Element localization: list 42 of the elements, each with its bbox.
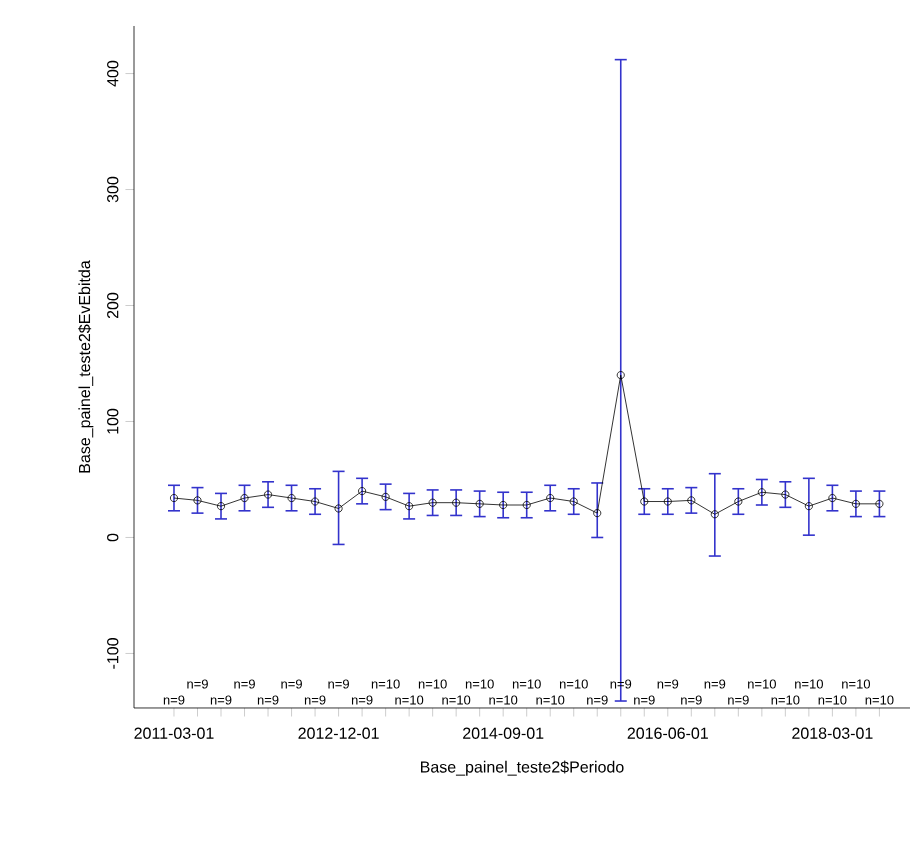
point <box>640 497 649 506</box>
point <box>616 371 625 380</box>
point <box>475 499 484 508</box>
point <box>264 490 273 499</box>
y-tick-label: -100 <box>107 638 119 669</box>
y-axis-title: Base_painel_teste2$EvEbitda <box>78 260 94 473</box>
y-tick-label: 400 <box>107 60 119 87</box>
point <box>499 501 508 509</box>
x-tick-label: 2012-12-01 <box>298 727 379 739</box>
x-axis-title: Base_painel_teste2$Periodo <box>421 760 624 776</box>
point <box>828 494 837 503</box>
x-tick-label: 2011-03-01 <box>134 727 214 739</box>
point <box>358 487 367 496</box>
point <box>193 496 202 505</box>
x-tick-label: 2018-03-01 <box>792 727 873 739</box>
point <box>311 497 320 506</box>
point <box>334 504 343 513</box>
point <box>287 494 296 503</box>
y-tick-label: 300 <box>107 176 119 203</box>
point <box>710 510 719 519</box>
point <box>663 497 672 506</box>
point <box>734 497 743 506</box>
y-tick-label: 100 <box>107 408 119 434</box>
point <box>428 498 437 507</box>
y-tick-label: 0 <box>107 533 119 542</box>
x-tick-label: 2014-09-01 <box>463 727 544 739</box>
point <box>593 509 602 518</box>
point <box>452 498 461 507</box>
point <box>217 502 226 511</box>
point <box>569 497 578 506</box>
point <box>522 501 531 509</box>
point <box>240 494 249 503</box>
y-tick-label: 200 <box>107 292 119 319</box>
point <box>687 496 696 505</box>
point <box>757 488 766 497</box>
point <box>804 502 813 511</box>
x-tick-label: 2016-06-01 <box>627 727 708 739</box>
point <box>781 490 790 499</box>
point <box>851 499 860 508</box>
point <box>546 494 555 503</box>
point <box>381 492 390 501</box>
point <box>405 502 414 511</box>
